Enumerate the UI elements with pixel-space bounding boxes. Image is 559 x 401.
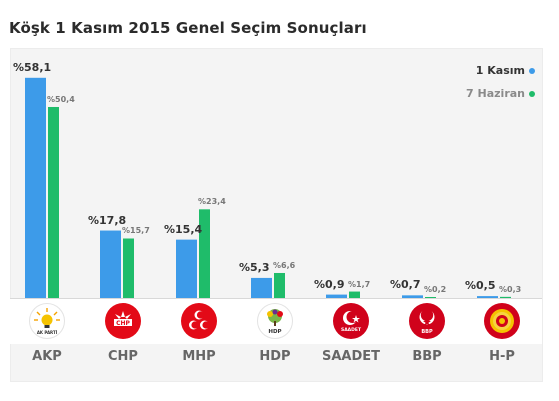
bar-current-chp[interactable] [100, 230, 121, 298]
bar-previous-saadet[interactable] [349, 291, 360, 298]
legend-current-dot [529, 68, 535, 74]
bbp-logo: BBP [409, 303, 445, 339]
legend-previous-dot [529, 91, 535, 97]
bar-current-mhp[interactable] [176, 239, 197, 298]
bar-current-hdp[interactable] [251, 277, 272, 298]
legend-current[interactable]: 1 Kasım [476, 64, 535, 77]
legend-previous-label: 7 Haziran [466, 87, 525, 100]
value-label-current-bbp: %0,7 [390, 278, 421, 292]
chart-baseline [10, 298, 542, 299]
chp-logo: CHP [105, 303, 141, 339]
bar-previous-hdp[interactable] [274, 272, 285, 298]
mhp-three-crescents-icon [189, 310, 210, 330]
bar-previous-chp[interactable] [123, 238, 134, 298]
value-label-previous-chp: %15,7 [122, 226, 150, 236]
party-name-saadet: SAADET [321, 349, 381, 364]
bar-current-h-p[interactable] [477, 296, 498, 298]
party-name-hp: H-P [489, 349, 515, 364]
party-name-hdp: HDP [259, 349, 291, 364]
bar-previous-akp[interactable] [48, 106, 59, 298]
chp-six-arrows-icon: CHP [114, 311, 132, 327]
bar-previous-h-p[interactable] [500, 296, 511, 298]
bar-previous-bbp[interactable] [425, 297, 436, 298]
svg-text:BBP: BBP [421, 329, 433, 335]
hp-logo [484, 303, 520, 339]
hdp-logo: HDP [257, 303, 293, 339]
value-label-current-saadet: %0,9 [314, 277, 345, 291]
bar-current-saadet[interactable] [326, 294, 347, 298]
party-name-mhp: MHP [182, 349, 216, 364]
bar-current-akp[interactable] [25, 77, 46, 299]
mhp-logo [181, 303, 217, 339]
party-name-chp: CHP [108, 349, 138, 364]
legend-previous[interactable]: 7 Haziran [466, 87, 535, 100]
party-name-akp: AKP [32, 349, 62, 364]
chart-title: Köşk 1 Kasım 2015 Genel Seçim Sonuçları [9, 19, 367, 37]
saadet-crescent-star-icon: SAADET [341, 311, 362, 333]
svg-text:HDP: HDP [268, 329, 281, 335]
bbp-crescent-star-icon: BBP [419, 308, 435, 335]
value-label-current-h-p: %0,5 [465, 279, 496, 293]
hp-sun-icon [490, 309, 514, 333]
akp-lightbulb-icon: AK PARTİ [34, 308, 60, 335]
value-label-current-akp: %58,1 [13, 60, 52, 74]
bar-previous-mhp[interactable] [199, 209, 210, 298]
bar-current-bbp[interactable] [402, 295, 423, 298]
value-label-current-mhp: %15,4 [164, 222, 203, 236]
value-label-previous-akp: %50,4 [47, 94, 75, 104]
value-label-previous-hdp: %6,6 [273, 260, 296, 270]
party-name-bbp: BBP [412, 349, 442, 364]
svg-text:CHP: CHP [116, 320, 130, 327]
value-label-current-chp: %17,8 [88, 213, 127, 227]
value-label-previous-bbp: %0,2 [424, 285, 447, 294]
svg-text:SAADET: SAADET [341, 327, 362, 333]
value-label-previous-saadet: %1,7 [348, 279, 371, 289]
value-label-current-hdp: %5,3 [239, 260, 270, 274]
svg-text:AK PARTİ: AK PARTİ [37, 330, 58, 335]
value-label-previous-mhp: %23,4 [198, 197, 226, 207]
legend-current-label: 1 Kasım [475, 64, 525, 77]
hdp-tree-icon: HDP [267, 309, 283, 335]
value-label-previous-h-p: %0,3 [499, 284, 522, 294]
saadet-logo: SAADET [333, 303, 369, 339]
akp-logo: AK PARTİ [29, 303, 65, 339]
